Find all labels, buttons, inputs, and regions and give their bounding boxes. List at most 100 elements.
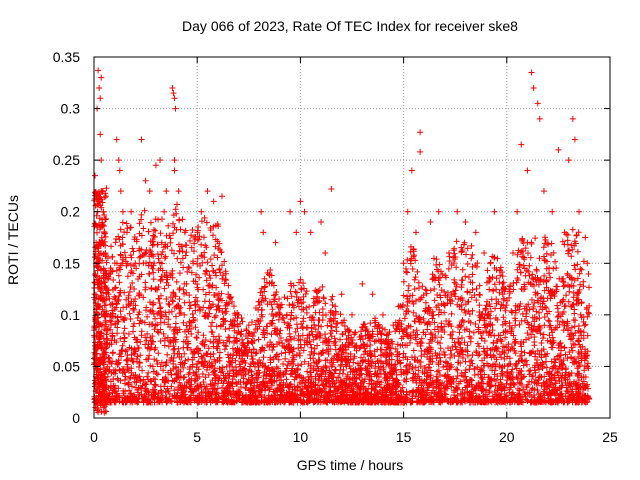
data-point bbox=[183, 333, 190, 340]
data-point bbox=[130, 248, 137, 255]
data-point bbox=[169, 220, 176, 227]
data-point bbox=[519, 236, 526, 243]
data-point bbox=[524, 330, 531, 337]
data-point bbox=[165, 300, 172, 307]
data-point bbox=[546, 270, 553, 277]
data-point bbox=[294, 371, 301, 378]
data-point bbox=[144, 313, 151, 320]
data-point bbox=[192, 294, 199, 301]
data-point bbox=[150, 233, 157, 240]
data-point bbox=[409, 292, 416, 299]
data-point bbox=[123, 356, 130, 363]
data-point bbox=[170, 250, 177, 257]
data-point bbox=[266, 271, 273, 278]
data-point bbox=[238, 328, 245, 335]
data-point bbox=[207, 323, 214, 330]
data-point bbox=[161, 342, 168, 349]
data-point bbox=[238, 314, 245, 321]
data-point bbox=[225, 282, 232, 289]
data-point bbox=[288, 293, 295, 300]
data-point bbox=[211, 252, 218, 259]
data-point bbox=[191, 240, 198, 247]
data-point bbox=[268, 382, 275, 389]
data-point bbox=[230, 317, 237, 324]
data-point bbox=[446, 258, 453, 265]
data-point bbox=[469, 251, 476, 258]
data-point bbox=[213, 272, 220, 279]
data-point bbox=[312, 309, 319, 316]
data-point bbox=[474, 340, 481, 347]
data-point bbox=[541, 322, 548, 329]
data-point bbox=[284, 362, 291, 369]
data-point bbox=[127, 261, 134, 268]
data-point bbox=[128, 383, 135, 390]
data-point bbox=[524, 239, 531, 246]
data-point bbox=[319, 305, 326, 312]
data-point bbox=[160, 367, 167, 374]
data-point bbox=[186, 305, 193, 312]
data-point bbox=[120, 330, 127, 337]
data-point bbox=[147, 219, 154, 226]
data-point bbox=[136, 220, 143, 227]
data-point bbox=[179, 216, 186, 223]
data-point bbox=[504, 297, 511, 304]
data-point bbox=[278, 350, 285, 357]
data-point bbox=[209, 319, 216, 326]
data-point bbox=[531, 323, 538, 330]
data-point bbox=[371, 338, 378, 345]
data-point bbox=[180, 364, 187, 371]
data-point bbox=[180, 264, 187, 271]
data-point bbox=[540, 244, 547, 251]
data-point bbox=[170, 289, 177, 296]
data-point bbox=[125, 330, 132, 337]
data-point bbox=[329, 302, 336, 309]
data-point bbox=[456, 329, 463, 336]
data-point bbox=[126, 310, 133, 317]
data-point bbox=[448, 310, 455, 317]
data-point bbox=[183, 249, 190, 256]
data-point bbox=[532, 235, 539, 242]
data-point bbox=[110, 277, 117, 284]
data-point bbox=[296, 352, 303, 359]
data-point bbox=[300, 306, 307, 313]
data-point bbox=[206, 272, 213, 279]
data-point bbox=[524, 250, 531, 257]
data-point bbox=[218, 290, 225, 297]
data-point bbox=[310, 336, 317, 343]
data-point bbox=[477, 292, 484, 299]
data-point bbox=[453, 238, 460, 245]
data-point bbox=[230, 351, 237, 358]
data-point bbox=[154, 251, 161, 258]
data-point bbox=[157, 383, 164, 390]
data-point bbox=[554, 302, 561, 309]
data-point bbox=[223, 363, 230, 370]
data-point bbox=[109, 307, 116, 314]
data-point bbox=[562, 379, 569, 386]
data-point bbox=[123, 296, 130, 303]
data-point bbox=[209, 262, 216, 269]
data-point bbox=[315, 322, 322, 329]
data-point bbox=[176, 270, 183, 277]
data-point bbox=[493, 286, 500, 293]
data-point bbox=[143, 337, 150, 344]
data-point bbox=[124, 273, 131, 280]
data-point bbox=[150, 276, 157, 283]
data-point bbox=[409, 265, 416, 272]
data-point bbox=[372, 360, 379, 367]
data-point bbox=[454, 367, 461, 374]
data-point bbox=[483, 302, 490, 309]
data-point bbox=[490, 352, 497, 359]
data-point bbox=[146, 259, 153, 266]
data-point bbox=[128, 355, 135, 362]
data-point bbox=[553, 265, 560, 272]
data-point bbox=[130, 349, 137, 356]
data-point bbox=[411, 286, 418, 293]
data-point bbox=[119, 219, 126, 226]
data-point bbox=[304, 324, 311, 331]
data-point bbox=[476, 351, 483, 358]
data-point bbox=[156, 299, 163, 306]
data-point bbox=[253, 375, 260, 382]
data-point bbox=[183, 242, 190, 249]
data-point bbox=[525, 335, 532, 342]
